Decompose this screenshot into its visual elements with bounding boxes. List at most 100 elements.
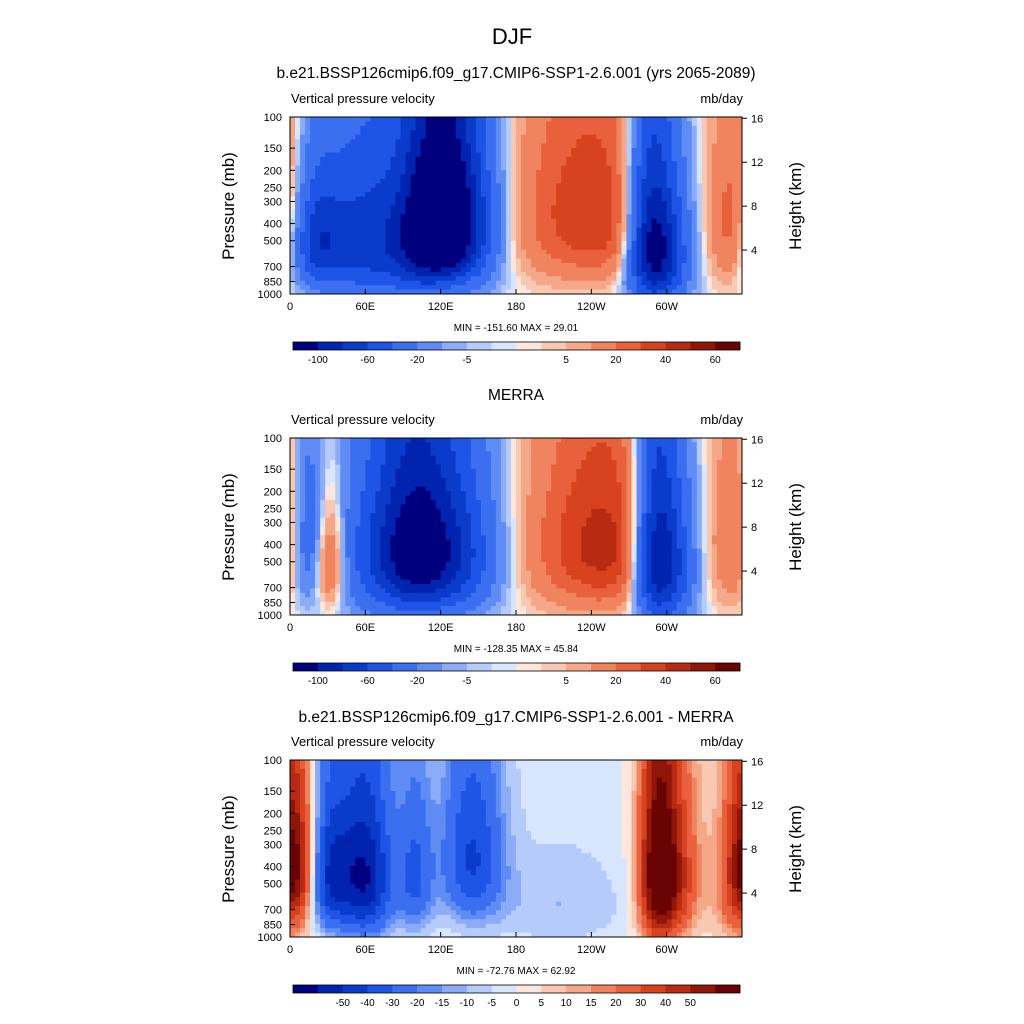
field-cell bbox=[666, 227, 673, 233]
field-cell bbox=[510, 152, 517, 158]
field-cell bbox=[330, 482, 336, 488]
field-cell bbox=[415, 209, 422, 215]
field-cell bbox=[611, 156, 617, 162]
field-cell bbox=[556, 451, 562, 457]
field-cell bbox=[300, 280, 306, 286]
field-cell bbox=[516, 446, 522, 452]
field-cell bbox=[611, 276, 617, 282]
field-cell bbox=[616, 121, 622, 127]
field-cell bbox=[485, 289, 492, 295]
field-cell bbox=[611, 285, 617, 291]
field-cell bbox=[536, 205, 542, 211]
field-cell bbox=[576, 201, 582, 206]
field-cell bbox=[340, 442, 346, 448]
field-cell bbox=[556, 223, 562, 229]
field-cell bbox=[325, 174, 331, 180]
field-cell bbox=[621, 263, 627, 268]
field-cell bbox=[641, 192, 648, 198]
field-cell bbox=[375, 183, 381, 189]
field-cell bbox=[365, 143, 371, 149]
field-cell bbox=[370, 236, 376, 242]
field-cell bbox=[395, 468, 401, 474]
field-cell bbox=[616, 174, 622, 180]
field-cell bbox=[310, 267, 316, 273]
field-cell bbox=[521, 491, 527, 497]
field-cell bbox=[696, 125, 703, 131]
field-cell bbox=[531, 152, 537, 158]
field-cell bbox=[576, 482, 582, 488]
field-cell bbox=[440, 174, 447, 180]
field-cell bbox=[521, 232, 527, 237]
field-cell bbox=[370, 139, 376, 145]
field-cell bbox=[295, 254, 301, 260]
field-cell bbox=[310, 477, 316, 483]
field-cell bbox=[430, 130, 437, 136]
field-cell bbox=[330, 276, 336, 282]
field-cell bbox=[606, 209, 612, 215]
field-cell bbox=[510, 289, 517, 295]
field-cell bbox=[365, 254, 371, 260]
field-cell bbox=[691, 446, 698, 452]
field-cell bbox=[440, 196, 447, 202]
field-cell bbox=[465, 232, 472, 237]
field-cell bbox=[711, 130, 718, 136]
field-cell bbox=[591, 240, 597, 246]
field-cell bbox=[440, 477, 447, 483]
field-cell bbox=[681, 460, 688, 466]
field-cell bbox=[556, 280, 562, 286]
field-cell bbox=[380, 267, 386, 273]
field-cell bbox=[295, 161, 301, 167]
field-cell bbox=[300, 165, 306, 171]
field-cell bbox=[601, 271, 607, 277]
field-cell bbox=[405, 267, 412, 273]
field-cell bbox=[370, 192, 376, 198]
field-cell bbox=[551, 267, 557, 273]
field-cell bbox=[636, 276, 643, 282]
colorbar-box bbox=[566, 342, 592, 350]
field-cell bbox=[671, 209, 678, 215]
field-cell bbox=[546, 254, 552, 260]
field-cell bbox=[551, 442, 557, 448]
field-cell bbox=[325, 486, 331, 492]
field-cell bbox=[330, 152, 336, 158]
field-cell bbox=[430, 267, 437, 273]
field-cell bbox=[736, 218, 743, 224]
field-cell bbox=[465, 165, 472, 171]
field-cell bbox=[726, 205, 733, 211]
field-cell bbox=[676, 464, 683, 470]
field-cell bbox=[541, 249, 547, 255]
field-cell bbox=[490, 263, 497, 268]
field-cell bbox=[731, 276, 738, 282]
field-cell bbox=[440, 455, 447, 461]
field-cell bbox=[586, 236, 592, 242]
field-cell bbox=[581, 178, 587, 184]
field-cell bbox=[315, 468, 321, 474]
field-cell bbox=[460, 271, 467, 277]
field-cell bbox=[465, 240, 472, 246]
field-cell bbox=[631, 152, 638, 158]
field-cell bbox=[706, 134, 713, 140]
field-cell bbox=[370, 271, 376, 277]
field-cell bbox=[390, 152, 396, 158]
field-cell bbox=[395, 187, 401, 193]
field-cell bbox=[661, 147, 668, 153]
field-cell bbox=[385, 178, 391, 184]
field-cell bbox=[420, 499, 427, 505]
field-cell bbox=[576, 473, 582, 479]
field-cell bbox=[656, 165, 663, 171]
field-cell bbox=[400, 271, 407, 277]
field-cell bbox=[470, 460, 477, 466]
field-cell bbox=[626, 223, 633, 229]
field-cell bbox=[566, 271, 572, 277]
field-cell bbox=[516, 209, 522, 215]
field-cell bbox=[320, 486, 326, 492]
field-cell bbox=[571, 201, 577, 206]
field-cell bbox=[465, 125, 472, 131]
field-cell bbox=[450, 240, 457, 246]
field-cell bbox=[310, 442, 316, 448]
field-cell bbox=[721, 125, 728, 131]
field-cell bbox=[345, 170, 351, 176]
field-cell bbox=[500, 451, 507, 457]
field-cell bbox=[701, 482, 708, 488]
field-cell bbox=[656, 178, 663, 184]
